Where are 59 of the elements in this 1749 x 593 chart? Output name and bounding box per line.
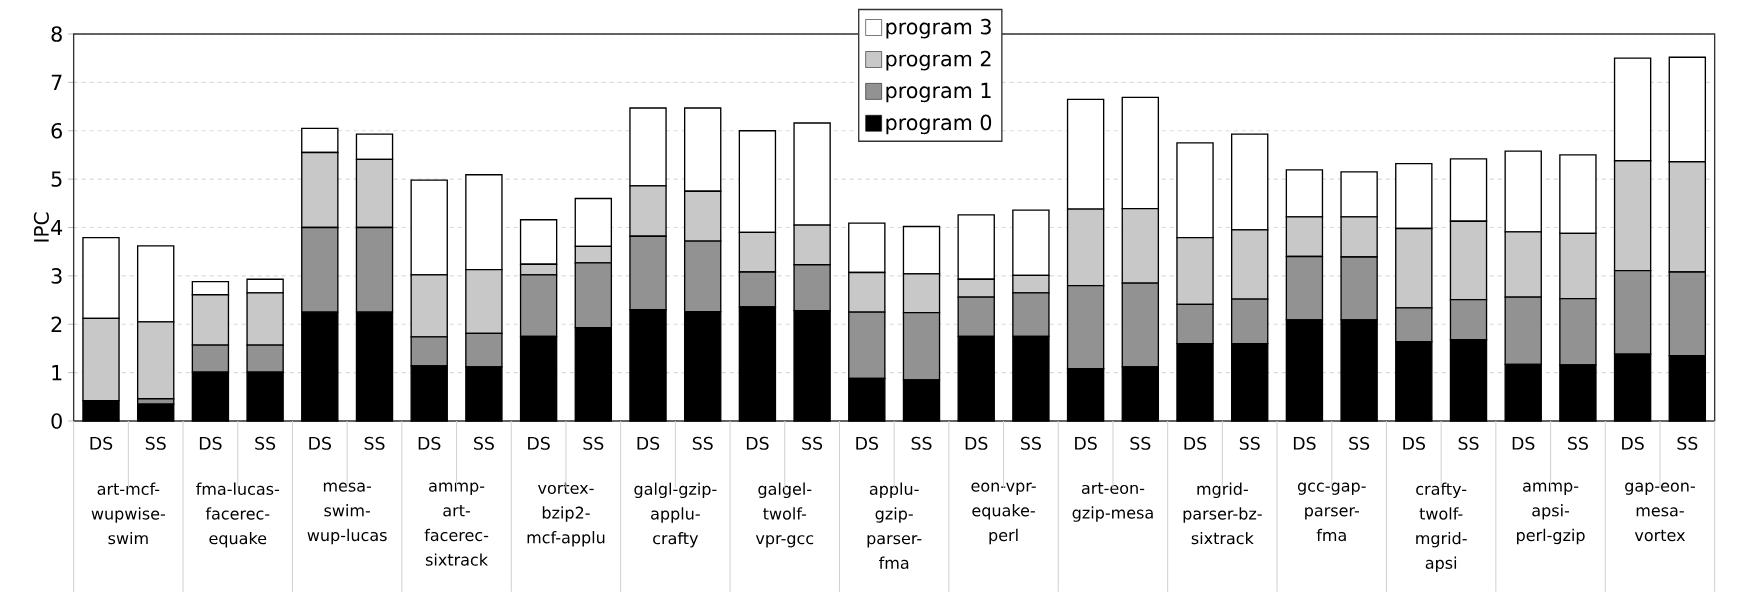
text: galgel-twolf-vpr-gcc — [755, 482, 814, 548]
x-tick-label: DS — [418, 436, 441, 450]
x-tick-label: DS — [309, 436, 332, 450]
x-tick-label: DS — [199, 436, 222, 450]
text: galgl-gzip-applu-crafty — [634, 482, 717, 548]
text: art-eon-gzip-mesa — [1072, 482, 1153, 522]
text: gap-eon-mesa-vortex — [1625, 482, 1695, 542]
text: fma-lucas-facerec-equake — [196, 482, 280, 548]
y-axis-title: IPC — [33, 212, 49, 242]
text: vortex-bzip2-mcf-applu — [527, 482, 605, 547]
x-tick-label: SS — [911, 436, 932, 450]
x-tick-label: DS — [637, 436, 660, 450]
y-tick-label: 2 — [51, 316, 62, 332]
x-tick-label: SS — [1239, 436, 1260, 450]
x-tick-label: DS — [965, 436, 988, 450]
x-tick-label: DS — [90, 436, 113, 450]
x-tick-label: SS — [145, 436, 166, 450]
x-tick-label: SS — [255, 436, 276, 450]
x-tick-label: SS — [1568, 436, 1588, 450]
text: applu-gzip-parser-fma — [867, 482, 922, 569]
y-tick-label: 1 — [52, 365, 62, 381]
x-tick-label: DS — [1403, 436, 1426, 450]
x-tick-label: SS — [583, 436, 604, 450]
x-tick-label: SS — [474, 436, 494, 450]
legend-label: program 2 — [886, 50, 991, 71]
x-tick-label: DS — [746, 436, 769, 450]
x-tick-label: DS — [528, 436, 550, 450]
x-tick-label: DS — [1293, 436, 1316, 450]
y-tick-label: 0 — [51, 413, 62, 429]
y-tick-label: 5 — [51, 171, 62, 187]
legend-label: program 1 — [886, 82, 991, 103]
legend-label: program 0 — [886, 114, 992, 135]
text: ammp-art-facerec-sixtrack — [424, 482, 489, 566]
text: ammp-apsi-perl-gzip — [1517, 482, 1585, 545]
x-tick-label: DS — [1512, 436, 1535, 450]
x-tick-label: DS — [1622, 436, 1644, 450]
y-tick-label: 3 — [51, 268, 62, 284]
x-tick-label: SS — [802, 436, 823, 450]
text: eon-vpr-equake-perl — [971, 482, 1036, 545]
y-tick-label: 8 — [51, 26, 62, 42]
x-tick-label: SS — [364, 436, 385, 450]
x-tick-label: SS — [1130, 436, 1151, 450]
text: art-mcf-wupwise-swim — [91, 482, 166, 545]
text: crafty-twolf-mgrid-apsi — [1416, 482, 1467, 573]
x-tick-label: SS — [1677, 436, 1698, 450]
x-tick-label: SS — [1349, 436, 1370, 450]
x-tick-label: SS — [692, 436, 713, 450]
text: mgrid-parser-bz-sixtrack — [1183, 482, 1262, 545]
x-tick-label: SS — [1458, 436, 1479, 450]
y-tick-label: 7 — [51, 74, 62, 90]
x-tick-label: DS — [856, 436, 879, 450]
x-tick-label: DS — [1184, 436, 1207, 450]
x-tick-label: SS — [1021, 436, 1041, 450]
legend-label: program 3 — [886, 18, 991, 39]
x-tick-label: DS — [1075, 436, 1097, 450]
y-tick-label: 6 — [51, 122, 62, 139]
text: gcc-gap-parser-fma — [1297, 482, 1366, 542]
text: mesa-swim-wup-lucas — [307, 482, 387, 545]
y-tick-label: 4 — [51, 219, 63, 236]
